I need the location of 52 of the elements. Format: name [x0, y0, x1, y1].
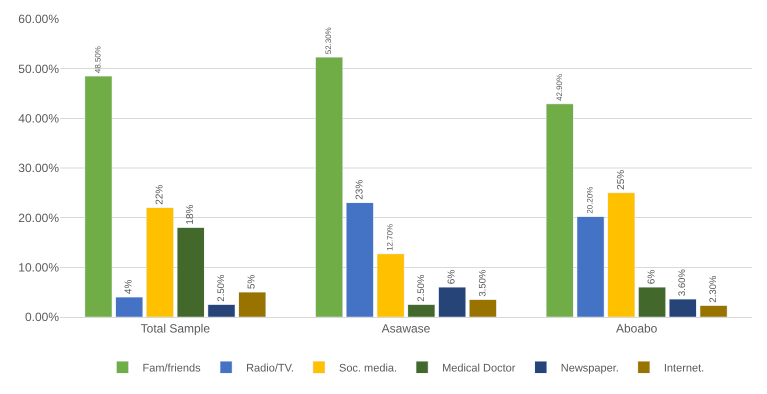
y-tick-label: 50.00% — [18, 62, 60, 76]
bar — [408, 304, 436, 317]
data-label: 52.30% — [324, 27, 334, 54]
bar — [346, 202, 374, 317]
bar — [608, 192, 636, 317]
x-tick-label: Aboabo — [616, 321, 658, 336]
bar — [376, 254, 404, 317]
data-label: 5% — [246, 274, 258, 290]
data-label: 6% — [646, 270, 658, 284]
legend-label: Medical Doctor — [442, 362, 516, 375]
data-label: 3.60% — [677, 268, 688, 296]
data-label: 22% — [154, 184, 166, 205]
y-tick-label: 20.00% — [18, 210, 60, 225]
bar — [669, 298, 697, 317]
bar — [176, 227, 204, 317]
data-label: 20.20% — [586, 186, 595, 214]
bar — [576, 216, 604, 317]
bar — [115, 296, 143, 317]
bar — [469, 299, 497, 317]
bar — [238, 292, 266, 317]
legend-label: Fam/friends — [142, 362, 202, 375]
data-label: 23% — [354, 180, 366, 200]
y-tick-label: 30.00% — [18, 161, 60, 176]
x-tick-label: Total Sample — [140, 321, 210, 336]
bar — [546, 104, 574, 317]
y-tick-label: 40.00% — [18, 112, 60, 126]
data-label: 2.30% — [708, 275, 719, 303]
bar — [438, 286, 466, 317]
y-tick-label: 0.00% — [24, 310, 60, 324]
legend-label: Soc. media. — [338, 362, 398, 375]
bar — [315, 56, 343, 317]
data-label: 18% — [185, 204, 196, 225]
bar — [700, 305, 728, 317]
bar — [638, 286, 666, 317]
legend-label: Internet. — [664, 362, 704, 375]
data-label: 4% — [124, 280, 135, 294]
bar — [208, 304, 236, 317]
data-label: 6% — [446, 270, 458, 284]
data-label: 3.50% — [477, 269, 488, 297]
bar — [84, 76, 112, 317]
legend-label: Newspaper. — [560, 362, 619, 375]
data-label: 12.70% — [386, 224, 395, 251]
data-label: 25% — [616, 170, 627, 190]
y-tick-label: 10.00% — [18, 260, 60, 275]
data-label: 48.50% — [93, 46, 102, 74]
data-label: 2.50% — [416, 274, 427, 302]
x-tick-label: Asawase — [382, 321, 431, 336]
bar — [146, 207, 174, 317]
data-label: 42.90% — [554, 74, 564, 101]
legend-label: Radio/TV. — [246, 362, 294, 375]
y-tick-label: 60.00% — [18, 12, 60, 26]
data-label: 2.50% — [216, 274, 227, 302]
